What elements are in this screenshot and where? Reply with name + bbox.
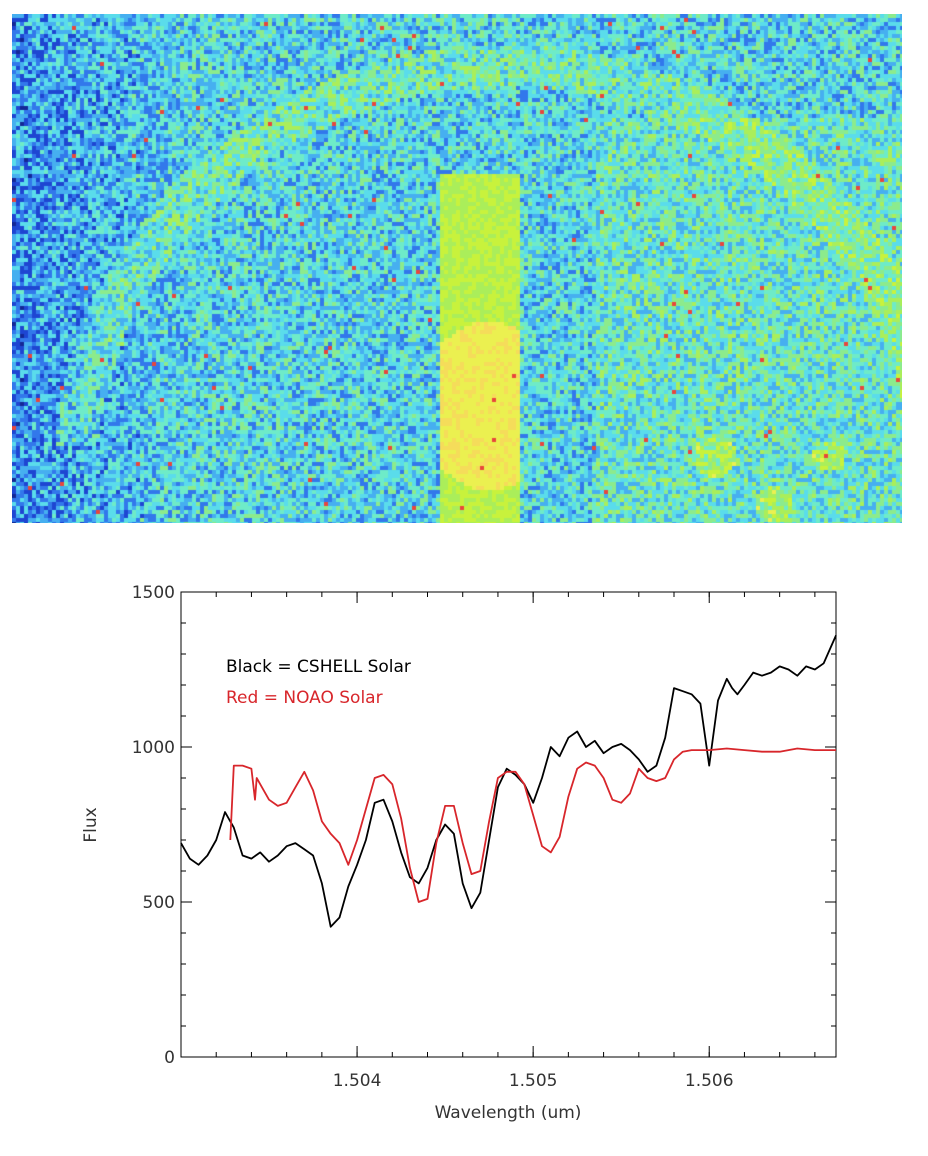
y-axis-title: Flux xyxy=(81,807,101,842)
legend-entry-red: Red = NOAO Solar xyxy=(226,688,383,708)
plot-frame xyxy=(180,591,837,1058)
y-tick-label: 0 xyxy=(164,1048,175,1068)
y-tick-label: 500 xyxy=(143,893,175,913)
x-axis-ticks: 1.504 1.505 1.506 xyxy=(180,592,816,1091)
x-tick-label: 1.504 xyxy=(333,1071,382,1091)
series-line-cshell xyxy=(180,635,837,928)
legend-entry-black: Black = CSHELL Solar xyxy=(226,657,411,677)
series-layer xyxy=(180,635,837,928)
x-tick-label: 1.505 xyxy=(509,1071,558,1091)
series-line-noao xyxy=(229,747,836,903)
y-axis-ticks: 0 500 1000 1500 xyxy=(132,583,836,1068)
detector-image xyxy=(12,14,902,523)
x-tick-label: 1.506 xyxy=(685,1071,734,1091)
detector-canvas xyxy=(12,14,902,523)
x-axis-title: Wavelength (um) xyxy=(435,1103,582,1123)
y-tick-label: 1000 xyxy=(132,738,175,758)
y-tick-label: 1500 xyxy=(132,583,175,603)
